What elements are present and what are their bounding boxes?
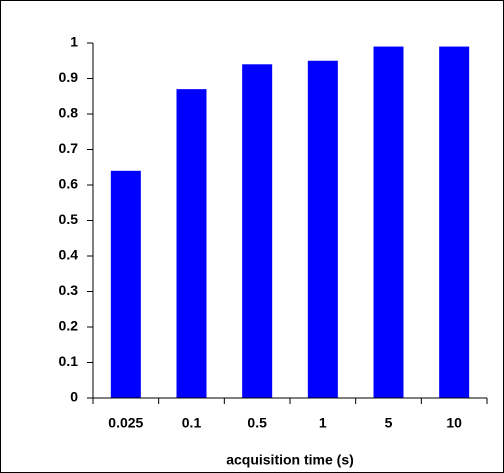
y-tick-label: 0 [70, 389, 78, 405]
bar [176, 89, 207, 399]
x-axis-label: acquisition time (s) [226, 452, 354, 468]
y-tick-label: 0.9 [59, 69, 79, 85]
x-tick-label: 0.1 [182, 415, 202, 431]
x-tick-label: 1 [319, 415, 327, 431]
x-tick-label: 5 [385, 415, 393, 431]
y-tick-label: 0.7 [59, 140, 79, 156]
bar [110, 170, 141, 398]
y-tick-label: 1 [70, 34, 78, 50]
y-tick-label: 0.6 [59, 176, 79, 192]
x-tick-label: 10 [446, 415, 462, 431]
y-tick-label: 0.3 [59, 282, 79, 298]
y-tick-label: 0.4 [59, 247, 79, 263]
y-tick-label: 0.8 [59, 105, 79, 121]
x-tick-label: 0.5 [247, 415, 267, 431]
y-tick-label: 0.1 [59, 353, 79, 369]
y-tick-label: 0.2 [59, 318, 79, 334]
bar [373, 46, 404, 399]
x-tick-label: 0.025 [108, 415, 143, 431]
bar [242, 64, 273, 399]
y-tick-label: 0.5 [59, 211, 79, 227]
bar [307, 60, 338, 398]
bar [439, 46, 470, 399]
